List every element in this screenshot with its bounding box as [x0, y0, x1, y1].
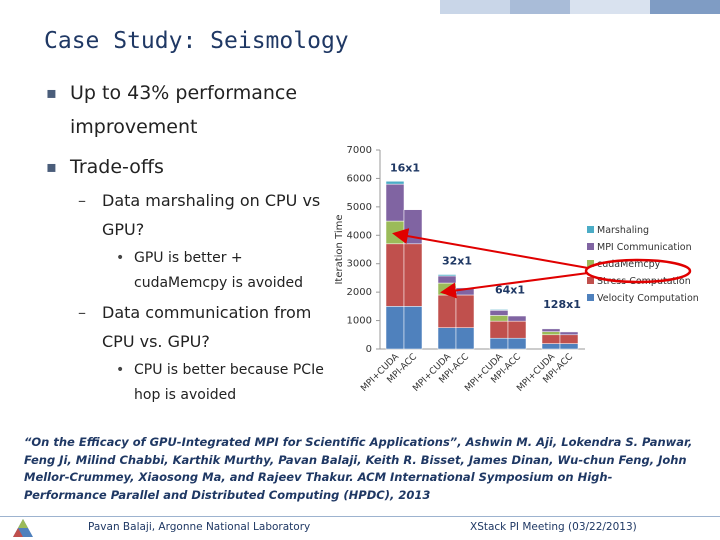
bar-segment — [559, 331, 579, 336]
legend-entry: Velocity Computation — [597, 293, 699, 304]
bar-segment — [559, 334, 579, 344]
page-title: Case Study: Seismology — [44, 28, 349, 54]
bar-segment — [385, 306, 405, 350]
bar-segment — [541, 328, 561, 332]
legend-swatch — [587, 260, 594, 267]
bar-segment — [489, 309, 509, 311]
sub-sub-bullet-cpu: CPU is better because PCIe hop is avoide… — [44, 358, 334, 408]
sub-bullet-communication: Data communication from CPU vs. GPU? — [44, 298, 334, 356]
legend-swatch — [587, 277, 594, 284]
footer-author: Pavan Balaji, Argonne National Laborator… — [88, 521, 311, 533]
bar-segment — [507, 337, 527, 350]
bar-segment — [489, 337, 509, 350]
y-axis-label: Iteration Time — [334, 214, 345, 284]
y-tick-label: 5000 — [347, 202, 372, 213]
bar-segment — [507, 315, 527, 322]
sub-sub-bullet-gpu: GPU is better + cudaMemcpy is avoided — [44, 246, 334, 296]
bar-segment — [437, 327, 457, 350]
bar-segment — [437, 275, 457, 284]
bar-segment — [455, 294, 475, 328]
bar-segment — [403, 306, 423, 350]
bar-segment — [437, 282, 457, 296]
legend-swatch — [587, 226, 594, 233]
bar-segment — [437, 274, 457, 277]
legend-entry: MPI Communication — [597, 242, 692, 253]
legend-swatch — [587, 294, 594, 301]
argonne-logo-icon — [13, 519, 33, 537]
legend-entry: Marshaling — [597, 225, 649, 236]
group-label: 128x1 — [543, 298, 581, 311]
bullet-list: Up to 43% performance improvement Trade-… — [44, 76, 334, 408]
bar-segment — [455, 327, 475, 350]
legend-entry: cudaMemcpy — [597, 259, 661, 270]
y-tick-label: 2000 — [347, 287, 372, 298]
header-stripe — [440, 0, 510, 14]
group-label: 16x1 — [390, 161, 420, 174]
bar-segment — [403, 243, 423, 307]
red-arrow — [392, 228, 589, 269]
bar-segment — [437, 294, 457, 328]
iteration-time-chart: Iteration Time 0 1000 2000 3000 4000 5000 6000 7… — [334, 145, 699, 394]
bar-segment — [541, 331, 561, 336]
legend-swatch — [587, 243, 594, 250]
group-label: 64x1 — [495, 283, 525, 296]
header-stripe — [510, 0, 570, 14]
header-decoration — [440, 0, 720, 14]
y-tick-label: 1000 — [347, 316, 372, 327]
red-arrow — [440, 272, 589, 299]
footer-divider — [0, 516, 720, 517]
header-stripe — [650, 0, 720, 14]
y-tick-label: 3000 — [347, 259, 372, 270]
bullet-performance: Up to 43% performance improvement — [44, 76, 334, 144]
bar-segment — [385, 181, 405, 185]
bar-segment — [541, 327, 561, 330]
y-tick-label: 7000 — [347, 145, 372, 156]
group-label: 32x1 — [442, 255, 472, 268]
bar-segment — [385, 183, 405, 222]
bar-segment — [541, 343, 561, 350]
bullet-tradeoffs: Trade-offs — [44, 150, 334, 184]
sub-bullet-marshaling: Data marshaling on CPU vs GPU? — [44, 186, 334, 244]
bar-segment — [385, 243, 405, 307]
y-tick-label: 4000 — [347, 230, 372, 241]
highlight-ellipse — [584, 258, 692, 284]
bar-segment — [507, 320, 527, 339]
bar-segment — [489, 310, 509, 316]
footer-meeting: XStack PI Meeting (03/22/2013) — [470, 521, 637, 533]
bar-segment — [541, 334, 561, 344]
bar-segment — [489, 320, 509, 339]
citation: “On the Efficacy of GPU-Integrated MPI f… — [24, 435, 693, 502]
y-tick-label: 6000 — [347, 173, 372, 184]
bar-segment — [489, 315, 509, 322]
bar-segment — [559, 343, 579, 350]
y-tick-label: 0 — [366, 344, 372, 355]
bar-segment — [385, 220, 405, 245]
header-stripe — [570, 0, 650, 14]
